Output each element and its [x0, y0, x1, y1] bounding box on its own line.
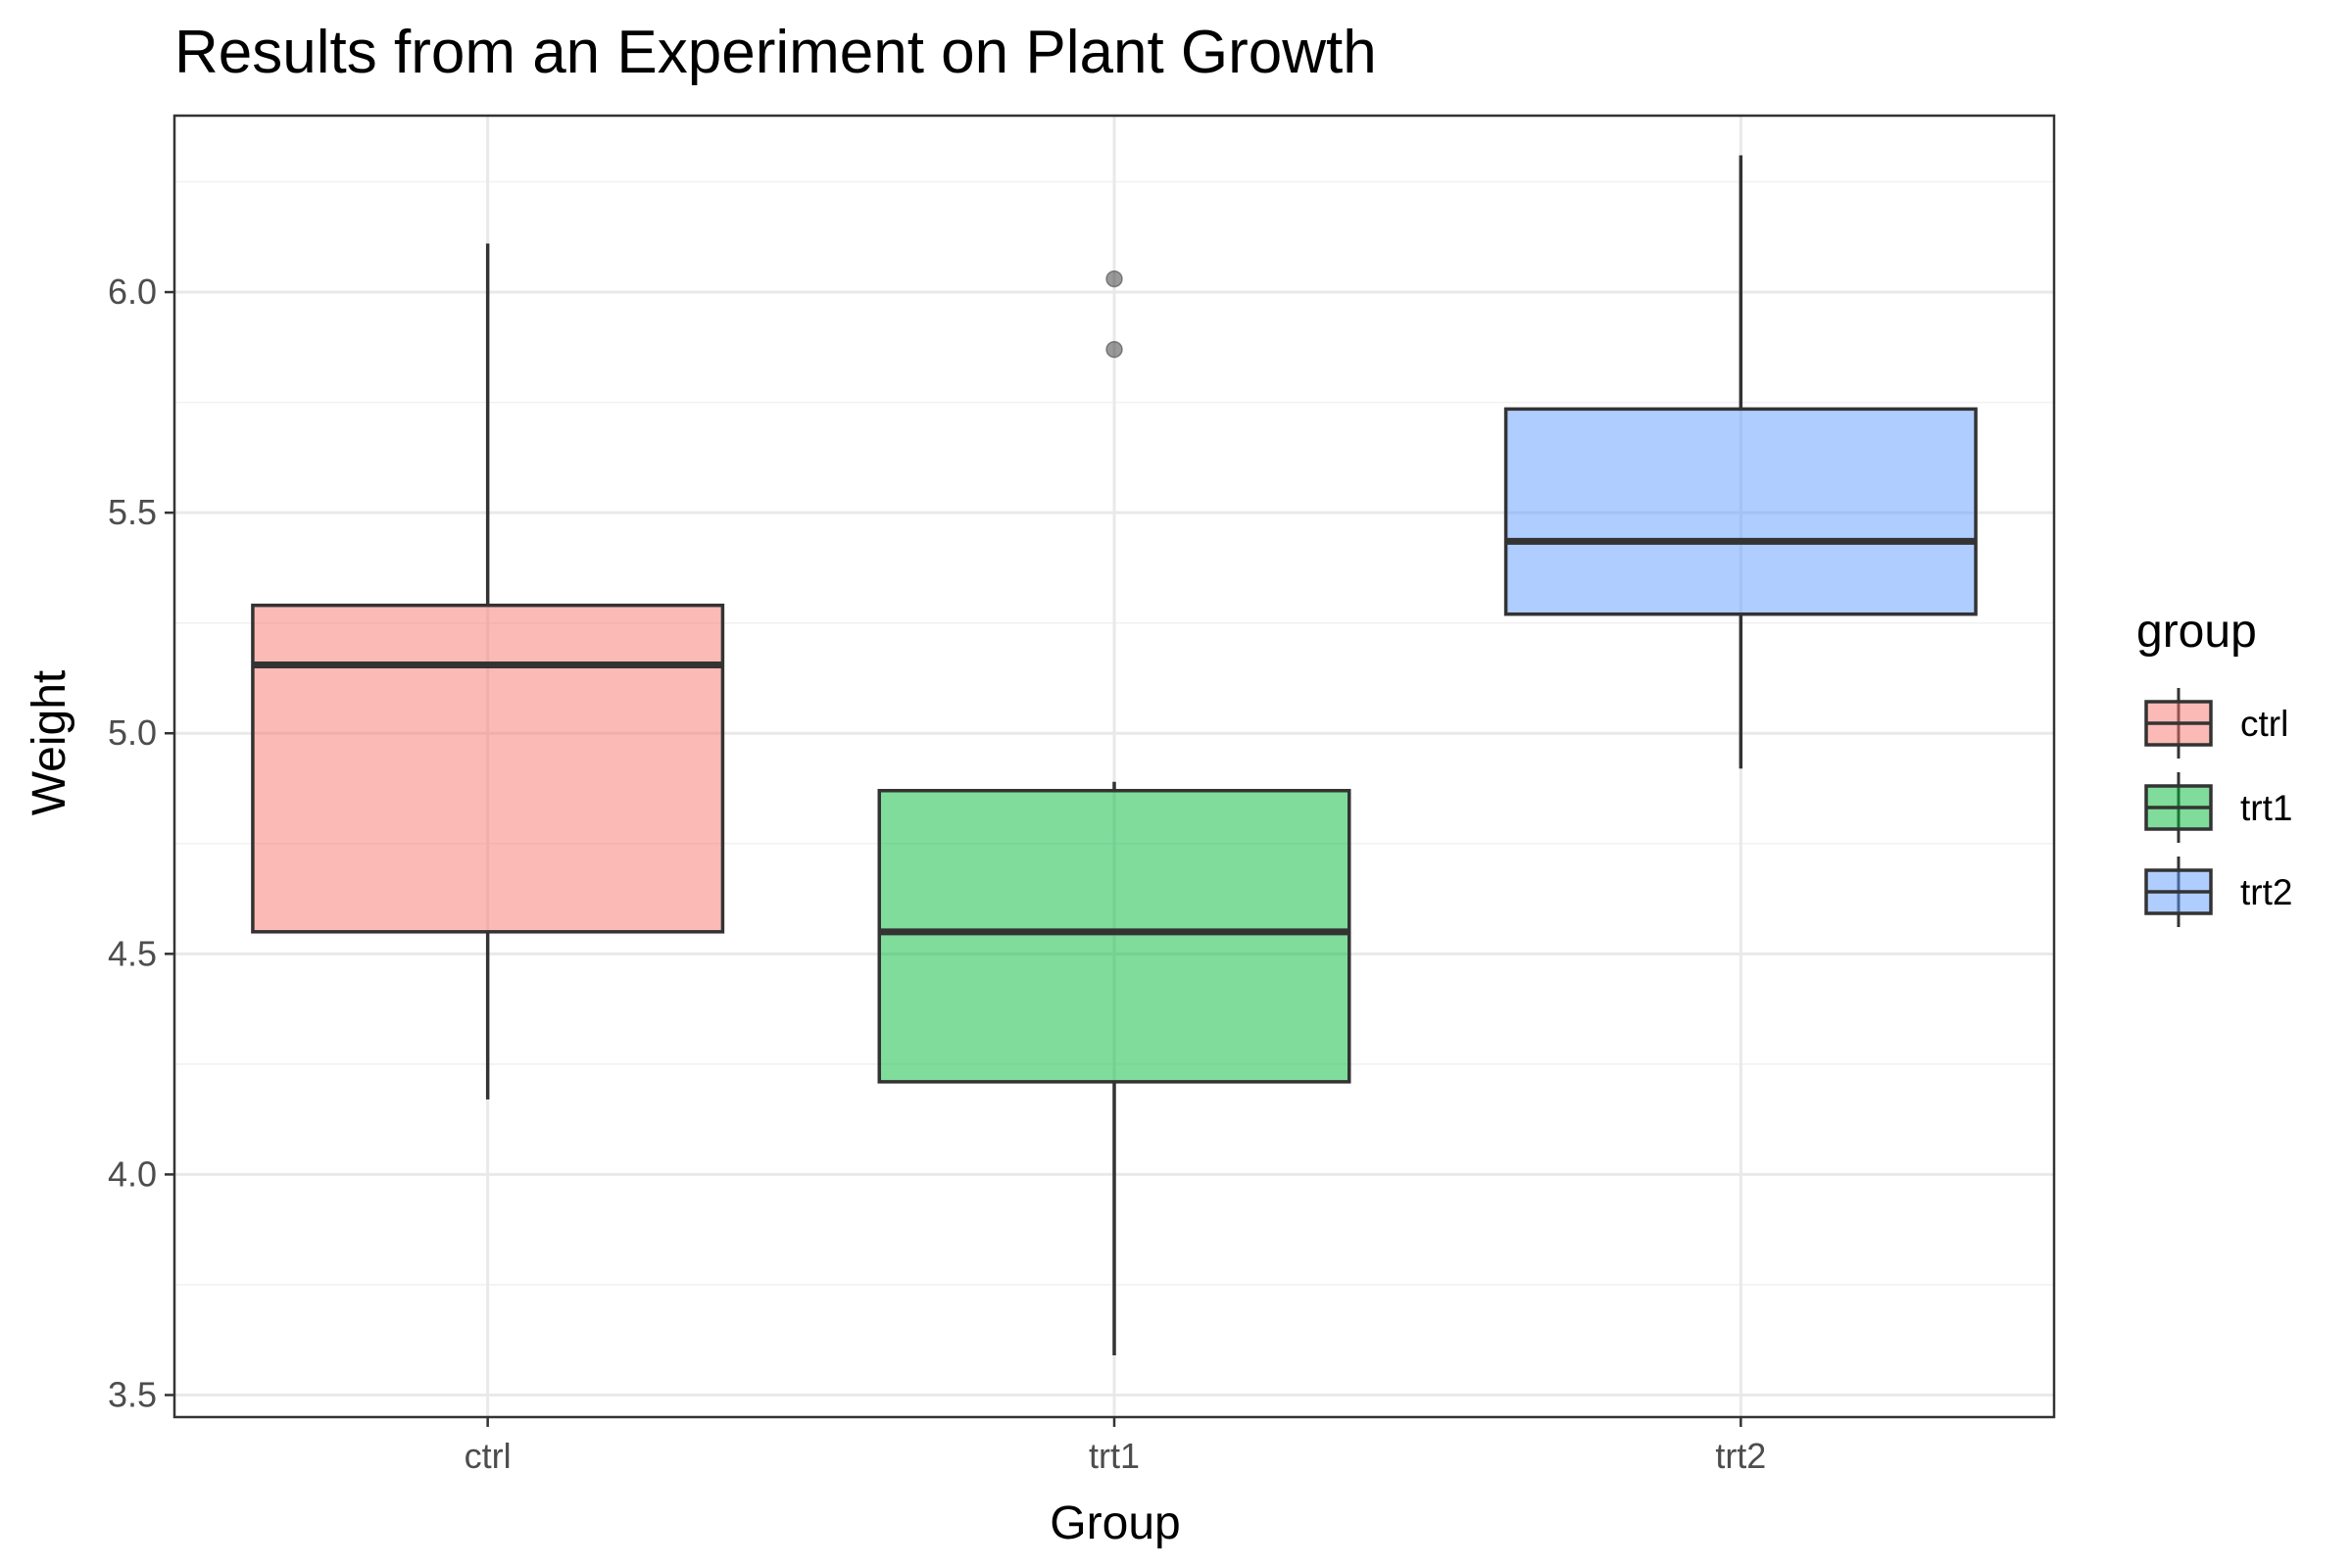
y-tick-label: 4.5	[108, 933, 157, 973]
legend-title: group	[2136, 606, 2257, 658]
x-tick-label: trt1	[1089, 1436, 1140, 1476]
outlier-point	[1105, 270, 1123, 288]
y-tick-label: 4.0	[108, 1153, 157, 1194]
outlier-point	[1105, 340, 1123, 359]
legend: ctrl trt1 trt2	[2144, 688, 2292, 927]
legend-label: trt1	[2240, 788, 2292, 828]
legend-item-trt1: trt1	[2144, 772, 2292, 843]
box-rect	[877, 789, 1351, 1084]
box-ctrl	[251, 243, 725, 1100]
y-tick-label: 5.0	[108, 712, 157, 753]
legend-item-trt2: trt2	[2144, 857, 2292, 927]
chart-title: Results from an Experiment on Plant Grow…	[174, 19, 1377, 86]
box-rect	[251, 603, 725, 934]
y-tick-label: 6.0	[108, 271, 157, 312]
box-trt2	[1503, 155, 1978, 769]
legend-label: trt2	[2240, 872, 2292, 912]
y-axis-title: Weight	[24, 670, 75, 816]
y-tick-label: 3.5	[108, 1374, 157, 1414]
x-tick-label: ctrl	[465, 1436, 512, 1476]
legend-item-ctrl: ctrl	[2144, 688, 2288, 759]
plot-panel: 3.5 4.0 4.5 5.0 5.5 6.0 ctrl trt1 trt2	[108, 114, 2056, 1476]
legend-label: ctrl	[2240, 704, 2288, 744]
y-tick-label: 5.5	[108, 492, 157, 532]
x-axis-title: Group	[1050, 1497, 1180, 1549]
x-tick-label: trt2	[1715, 1436, 1766, 1476]
box-rect	[1503, 407, 1978, 616]
box-trt1	[877, 270, 1351, 1355]
